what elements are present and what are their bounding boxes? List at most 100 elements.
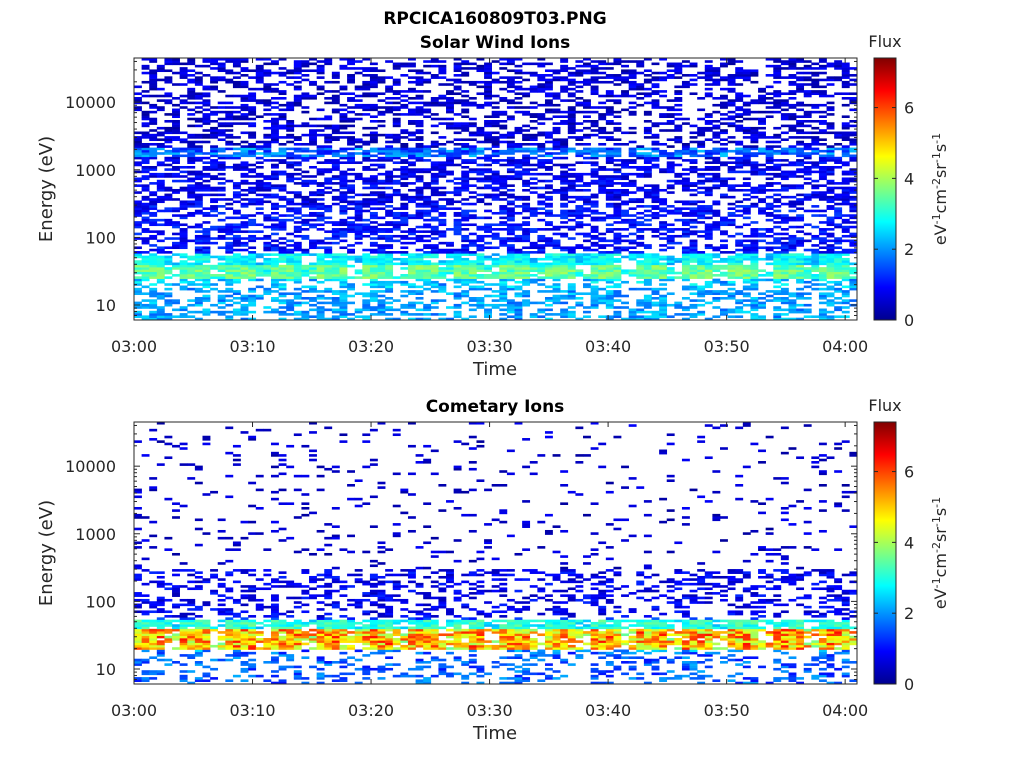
heatmap-cell — [506, 161, 515, 164]
heatmap-cell — [240, 303, 249, 307]
heatmap-cell — [232, 244, 241, 247]
heatmap-cell — [141, 136, 150, 139]
heatmap-cell — [567, 188, 576, 192]
heatmap-cell — [278, 241, 287, 245]
heatmap-cell — [712, 120, 721, 123]
heatmap-cell — [149, 264, 158, 268]
heatmap-cell — [758, 292, 766, 296]
heatmap-cell — [796, 260, 805, 263]
heatmap-cell — [659, 207, 668, 210]
heatmap-cell — [522, 154, 531, 158]
heatmap-cell — [712, 177, 721, 181]
heatmap-cell — [347, 248, 355, 252]
heatmap-cell — [522, 182, 531, 185]
heatmap-cell — [613, 191, 622, 194]
heatmap-cell — [240, 131, 249, 135]
heatmap-cell — [194, 262, 203, 266]
heatmap-cell — [484, 294, 492, 298]
heatmap-cell — [232, 110, 241, 114]
heatmap-cell — [674, 136, 683, 139]
heatmap-cell — [286, 248, 295, 252]
heatmap-cell — [278, 154, 287, 158]
heatmap-cell — [430, 232, 439, 236]
heatmap-cell — [773, 205, 782, 208]
heatmap-cell — [529, 211, 538, 215]
heatmap-cell — [552, 156, 561, 160]
heatmap-cell — [301, 317, 310, 321]
heatmap-cell — [194, 301, 203, 305]
heatmap-cell — [316, 214, 325, 217]
heatmap-cell — [156, 131, 165, 135]
heatmap-cell — [172, 138, 180, 141]
heatmap-cell — [628, 165, 637, 169]
heatmap-cell — [392, 117, 401, 121]
heatmap-cell — [362, 294, 371, 298]
heatmap-cell — [841, 301, 850, 305]
heatmap-cell — [796, 163, 805, 167]
heatmap-cell — [172, 209, 180, 213]
heatmap-cell — [590, 156, 599, 160]
heatmap-cell — [385, 290, 394, 293]
heatmap-cell — [773, 159, 782, 162]
heatmap-cell — [369, 257, 378, 261]
heatmap-cell — [293, 274, 302, 277]
heatmap-cell — [552, 191, 561, 194]
heatmap-cell — [780, 283, 789, 286]
heatmap-cell — [765, 214, 774, 217]
heatmap-cell — [407, 101, 416, 105]
heatmap-cell — [240, 267, 249, 270]
heatmap-cell — [811, 186, 820, 190]
heatmap-cell — [263, 310, 272, 314]
heatmap-cell — [567, 225, 576, 229]
heatmap-cell — [301, 315, 310, 318]
heatmap-cell — [476, 253, 485, 256]
heatmap-cell — [309, 269, 317, 273]
heatmap-cell — [415, 179, 424, 183]
heatmap-cell — [560, 172, 569, 176]
heatmap-cell — [232, 211, 241, 215]
heatmap-cell — [544, 159, 553, 162]
heatmap-cell — [316, 149, 325, 153]
heatmap-cell — [270, 283, 279, 286]
heatmap-cell — [369, 294, 378, 298]
heatmap-cell — [826, 248, 835, 252]
heatmap-cell — [468, 241, 477, 245]
heatmap-cell — [514, 142, 523, 146]
heatmap-cell — [803, 110, 812, 114]
heatmap-cell — [628, 159, 637, 162]
heatmap-cell — [263, 193, 272, 197]
heatmap-cell — [461, 184, 470, 187]
heatmap-cell — [818, 317, 827, 321]
heatmap-cell — [392, 147, 401, 151]
heatmap-cell — [834, 274, 843, 277]
heatmap-cell — [179, 202, 188, 206]
heatmap-cell — [415, 170, 424, 174]
heatmap-cell — [750, 255, 759, 259]
heatmap-cell — [590, 193, 599, 197]
heatmap-cell — [240, 106, 249, 109]
heatmap-cell — [560, 152, 569, 155]
heatmap-cell — [613, 246, 622, 250]
heatmap-cell — [301, 149, 310, 153]
heatmap-cell — [278, 271, 287, 275]
heatmap-cell — [415, 193, 424, 197]
heatmap-cell — [636, 269, 645, 273]
heatmap-cell — [415, 262, 424, 266]
heatmap-cell — [331, 241, 340, 245]
heatmap-cell — [141, 278, 150, 282]
heatmap-cell — [149, 306, 158, 309]
heatmap-cell — [278, 301, 287, 305]
heatmap-cell — [841, 310, 850, 314]
heatmap-cell — [293, 292, 302, 296]
heatmap-cell — [309, 142, 317, 146]
heatmap-cell — [339, 124, 348, 128]
heatmap-cell — [834, 255, 843, 259]
heatmap-cell — [666, 168, 675, 171]
heatmap-cell — [476, 287, 485, 291]
heatmap-cell — [605, 147, 614, 151]
heatmap-cell — [339, 184, 348, 187]
heatmap-cell — [780, 175, 789, 178]
heatmap-cell — [522, 257, 531, 261]
heatmap-cell — [248, 276, 257, 279]
heatmap-cell — [735, 156, 744, 160]
